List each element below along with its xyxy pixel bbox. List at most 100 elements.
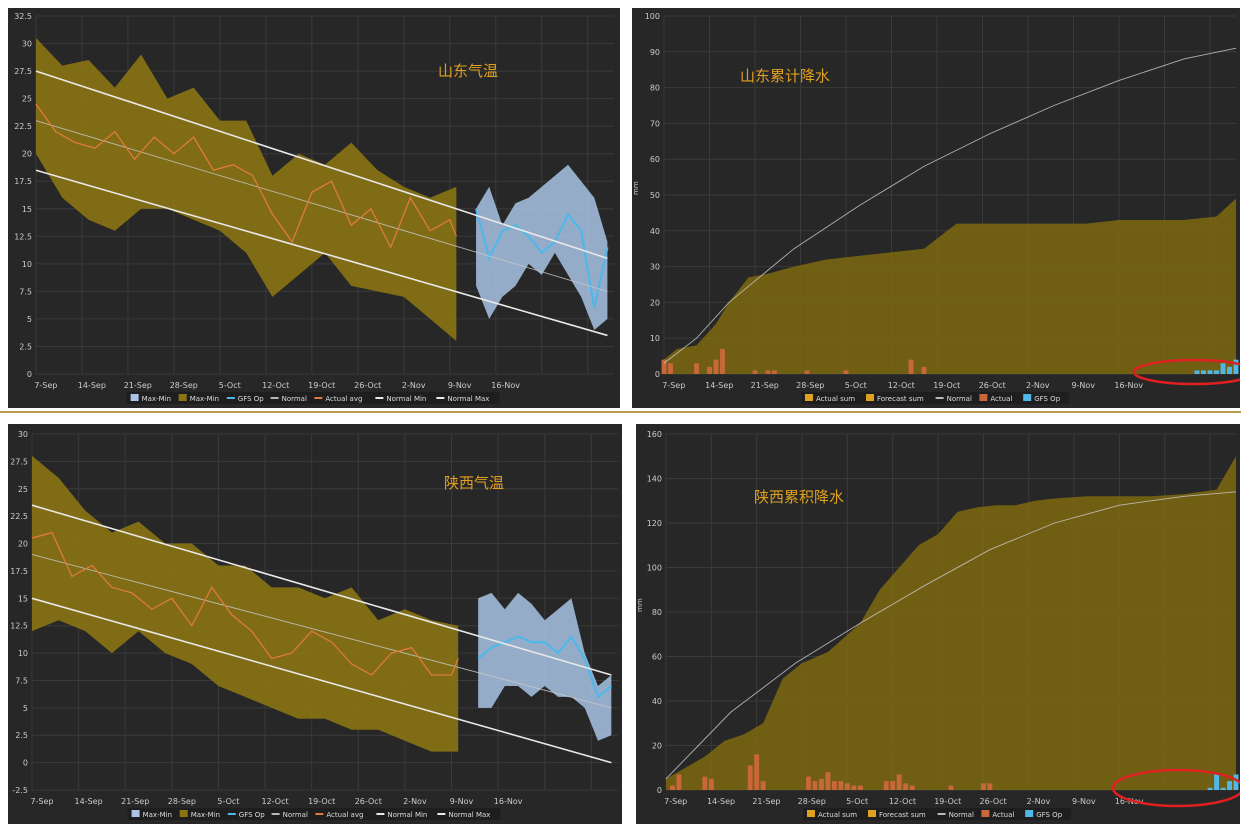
actual-bar [760, 781, 766, 790]
cumulative-area [666, 456, 1236, 790]
y-tick-label: 2.5 [19, 342, 32, 351]
legend-label: Max-Min [142, 395, 171, 403]
legend-label: Normal Max [447, 395, 489, 403]
actual-bar [713, 359, 719, 374]
legend-background [127, 808, 501, 820]
actual-bar [831, 781, 837, 790]
y-tick-label: 20 [22, 150, 32, 159]
legend-label: Actual [992, 811, 1014, 819]
x-tick-label: 14-Sep [78, 381, 106, 390]
actual-band [36, 38, 457, 341]
red-annotation-circle [1111, 768, 1240, 808]
y-tick-label: 50 [650, 191, 660, 200]
gfs-bar [1214, 370, 1219, 374]
x-tick-label: 26-Oct [355, 797, 382, 806]
x-tick-label: 14-Sep [705, 381, 733, 390]
series-line-normal-max [31, 504, 612, 676]
x-tick-label: 28-Sep [170, 381, 198, 390]
y-tick-label: 15 [18, 594, 28, 603]
y-tick-label: 20 [650, 298, 660, 307]
legend-label: GFS Op [239, 811, 266, 819]
series-line-normal [665, 491, 1237, 780]
y-tick-label: 80 [650, 84, 660, 93]
y-tick-label: 7.5 [19, 287, 32, 296]
y-tick-label: 17.5 [14, 177, 32, 186]
x-tick-label: 19-Oct [308, 797, 335, 806]
actual-bar [980, 783, 986, 790]
y-tick-label: 0 [655, 370, 660, 379]
x-tick-label: 21-Sep [751, 381, 779, 390]
series-line-gfs-op [477, 634, 613, 699]
legend-label: Actual avg [326, 811, 363, 819]
gfs-bar [1233, 774, 1239, 790]
legend-label: Actual avg [325, 395, 362, 403]
actual-bar [908, 359, 914, 374]
y-tick-label: 7.5 [15, 676, 28, 685]
actual-bar [661, 359, 667, 374]
panel-divider [0, 411, 1241, 413]
x-tick-label: 26-Oct [980, 797, 1007, 806]
legend: Max-Min Max-Min GFS Op Normal Actual avg Norm… [126, 392, 500, 404]
legend: Max-Min Max-Min GFS Op Normal Actual avg Norm… [127, 808, 501, 820]
legend-swatch [868, 810, 876, 817]
x-tick-label: 9-Nov [1072, 797, 1096, 806]
legend-label: Normal [282, 395, 307, 403]
y-tick-label: 40 [650, 227, 660, 236]
y-tick-label: 20 [18, 540, 28, 549]
actual-bar [702, 776, 708, 790]
legend-label: Actual sum [818, 811, 857, 819]
y-tick-label: -2.5 [12, 786, 28, 795]
actual-bar [843, 370, 849, 374]
x-tick-label: 12-Oct [889, 797, 916, 806]
gfs-bar [1227, 366, 1232, 374]
x-tick-label: 28-Sep [796, 381, 824, 390]
legend-swatch [807, 810, 815, 817]
y-tick-label: 12.5 [14, 232, 32, 241]
y-tick-label: 15 [22, 205, 32, 214]
actual-bar [903, 783, 909, 790]
x-tick-label: 2-Nov [403, 797, 427, 806]
x-tick-label: 12-Oct [261, 797, 288, 806]
x-tick-label: 9-Nov [448, 381, 472, 390]
gfs-bar [1220, 787, 1226, 790]
x-tick-label: 16-Nov [1114, 381, 1143, 390]
gfs-bar [1233, 359, 1239, 374]
legend-swatch [981, 810, 990, 817]
chart-svg: -2.5 0 2.5 5 7.5 10 12.5 15 17.5 20 22.5 25 27.5 30 7-… [10, 430, 618, 820]
legend-label: Normal [947, 395, 972, 403]
legend-background [126, 392, 500, 404]
legend-swatch [1023, 394, 1032, 401]
gfs-bar [1207, 370, 1213, 374]
x-tick-label: 14-Sep [75, 797, 103, 806]
actual-bar [844, 783, 850, 790]
actual-bar [804, 370, 810, 374]
actual-bar [838, 781, 844, 790]
x-tick-label: 2-Nov [1027, 797, 1051, 806]
series-line-normal-min [35, 169, 608, 337]
y-tick-label: 20 [652, 742, 662, 751]
x-tick-label: 14-Sep [707, 797, 735, 806]
legend: Actual sum Forecast sum Normal Actual GFS Op [801, 392, 1069, 404]
gfs-bar [1227, 781, 1232, 790]
y-tick-label: 27.5 [10, 457, 28, 466]
actual-bar [668, 363, 673, 374]
y-tick-label: 0 [657, 786, 662, 795]
y-tick-label: 27.5 [14, 67, 32, 76]
y-tick-label: 120 [647, 519, 662, 528]
series-line-normal-min [31, 597, 612, 764]
actual-bar [694, 363, 699, 374]
chart-title: 山东累计降水 [740, 67, 830, 85]
series-line-normal-max [35, 70, 608, 260]
x-tick-label: 21-Sep [752, 797, 780, 806]
actual-bar [883, 781, 889, 790]
gfs-bar [1220, 363, 1226, 374]
legend: Actual sum Forecast sum Normal Actual GFS Op [803, 808, 1071, 820]
chart-panel-shandong-precipitation: 0 10 20 30 40 50 60 70 80 90 100 7-Sep 14-Sep 21-Sep 2… [632, 8, 1240, 408]
legend-label: Actual sum [816, 395, 855, 403]
chart-svg: 0 10 20 30 40 50 60 70 80 90 100 7-Sep 14-Sep 21-Sep 2… [632, 12, 1240, 404]
actual-band [32, 455, 459, 752]
y-tick-label: 10 [18, 649, 28, 658]
x-tick-label: 16-Nov [1115, 797, 1144, 806]
y-tick-label: 90 [650, 48, 660, 57]
chart-title: 山东气温 [438, 62, 498, 80]
